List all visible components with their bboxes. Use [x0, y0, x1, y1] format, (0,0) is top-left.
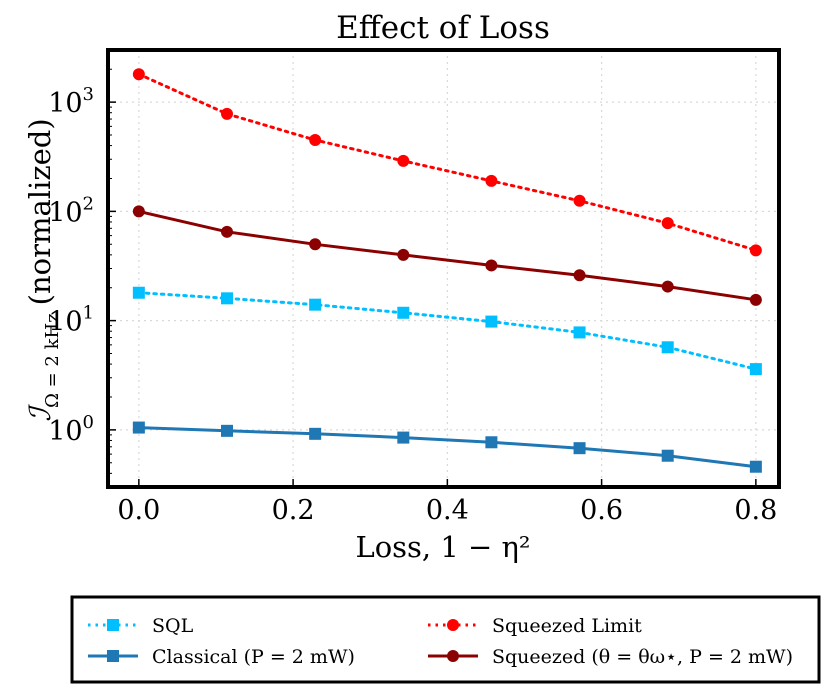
data-point [221, 225, 234, 238]
legend-marker-swatch [447, 619, 459, 631]
grid-lines [108, 50, 779, 487]
y-axis-label-subscript: Ω = 2 kHz [42, 313, 63, 408]
data-point [485, 436, 498, 449]
legend-marker-swatch [447, 650, 459, 662]
data-point [749, 293, 762, 306]
legend: SQL Classical (P = 2 mW) Squeezed Limit Squ… [88, 615, 793, 668]
data-point [221, 107, 234, 120]
legend-marker-swatch [107, 619, 119, 631]
x-tick-label: 0.8 [734, 495, 777, 526]
x-axis-label: Loss, 1 − η² [355, 530, 530, 564]
data-point [573, 326, 586, 339]
data-point [221, 292, 234, 305]
y-axis-label-suffix: (normalized) [23, 118, 57, 305]
legend-label: Squeezed (θ = θω⋆, P = 2 mW) [492, 646, 793, 668]
y-axis-label: ℐΩ = 2 kHz (normalized) [23, 118, 63, 421]
data-point [573, 269, 586, 282]
data-point [661, 341, 674, 354]
data-point [749, 460, 762, 473]
series-line [137, 209, 758, 302]
data-point [397, 154, 410, 167]
data-point [485, 174, 498, 187]
legend-item: Squeezed Limit [428, 615, 642, 637]
legend-label: Classical (P = 2 mW) [152, 646, 355, 668]
series-line [137, 72, 758, 252]
series-sql [132, 286, 762, 376]
data-point [309, 238, 322, 251]
x-tick-label: 0.2 [272, 495, 315, 526]
data-point [309, 134, 322, 147]
data-point [749, 363, 762, 376]
legend-item: SQL [88, 615, 194, 637]
series-line [137, 426, 758, 469]
legend-marker-swatch [107, 650, 119, 662]
series-squeezed-limit [132, 68, 762, 257]
x-tick-label: 0.0 [117, 495, 160, 526]
data-point [485, 259, 498, 272]
y-tick-label: 102 [48, 193, 94, 228]
y-tick-label: 100 [48, 412, 94, 447]
series-layer [132, 68, 762, 473]
data-point [132, 286, 145, 299]
legend-label: SQL [152, 615, 194, 637]
series-squeezed-p-2-mw [132, 205, 762, 306]
data-point [661, 217, 674, 230]
data-point [132, 205, 145, 218]
data-point [573, 442, 586, 455]
chart-title: Effect of Loss [336, 10, 550, 46]
data-point [661, 280, 674, 293]
data-point [749, 244, 762, 257]
legend-box [70, 595, 821, 684]
legend-label: Squeezed Limit [492, 615, 642, 637]
y-tick-label: 101 [48, 303, 94, 338]
series-classical-p-2-mw [132, 421, 762, 473]
tick-layer: 0.0 0.2 0.4 0.6 0.8 100 101 102 103 [48, 68, 777, 526]
data-point [132, 421, 145, 434]
data-point [397, 306, 410, 319]
data-point [309, 427, 322, 440]
y-axis-label-symbol: ℐ [23, 404, 57, 422]
y-tick-label: 103 [48, 84, 94, 119]
legend-item: Squeezed (θ = θω⋆, P = 2 mW) [428, 646, 793, 668]
plot-frame [106, 48, 781, 489]
x-tick-label: 0.6 [580, 495, 623, 526]
data-point [397, 248, 410, 261]
series-line [137, 291, 758, 371]
data-point [221, 424, 234, 437]
data-point [397, 431, 410, 444]
data-point [132, 68, 145, 81]
legend-item: Classical (P = 2 mW) [88, 646, 355, 668]
data-point [485, 315, 498, 328]
data-point [573, 194, 586, 207]
data-point [309, 298, 322, 311]
data-point [661, 449, 674, 462]
x-tick-label: 0.4 [426, 495, 469, 526]
